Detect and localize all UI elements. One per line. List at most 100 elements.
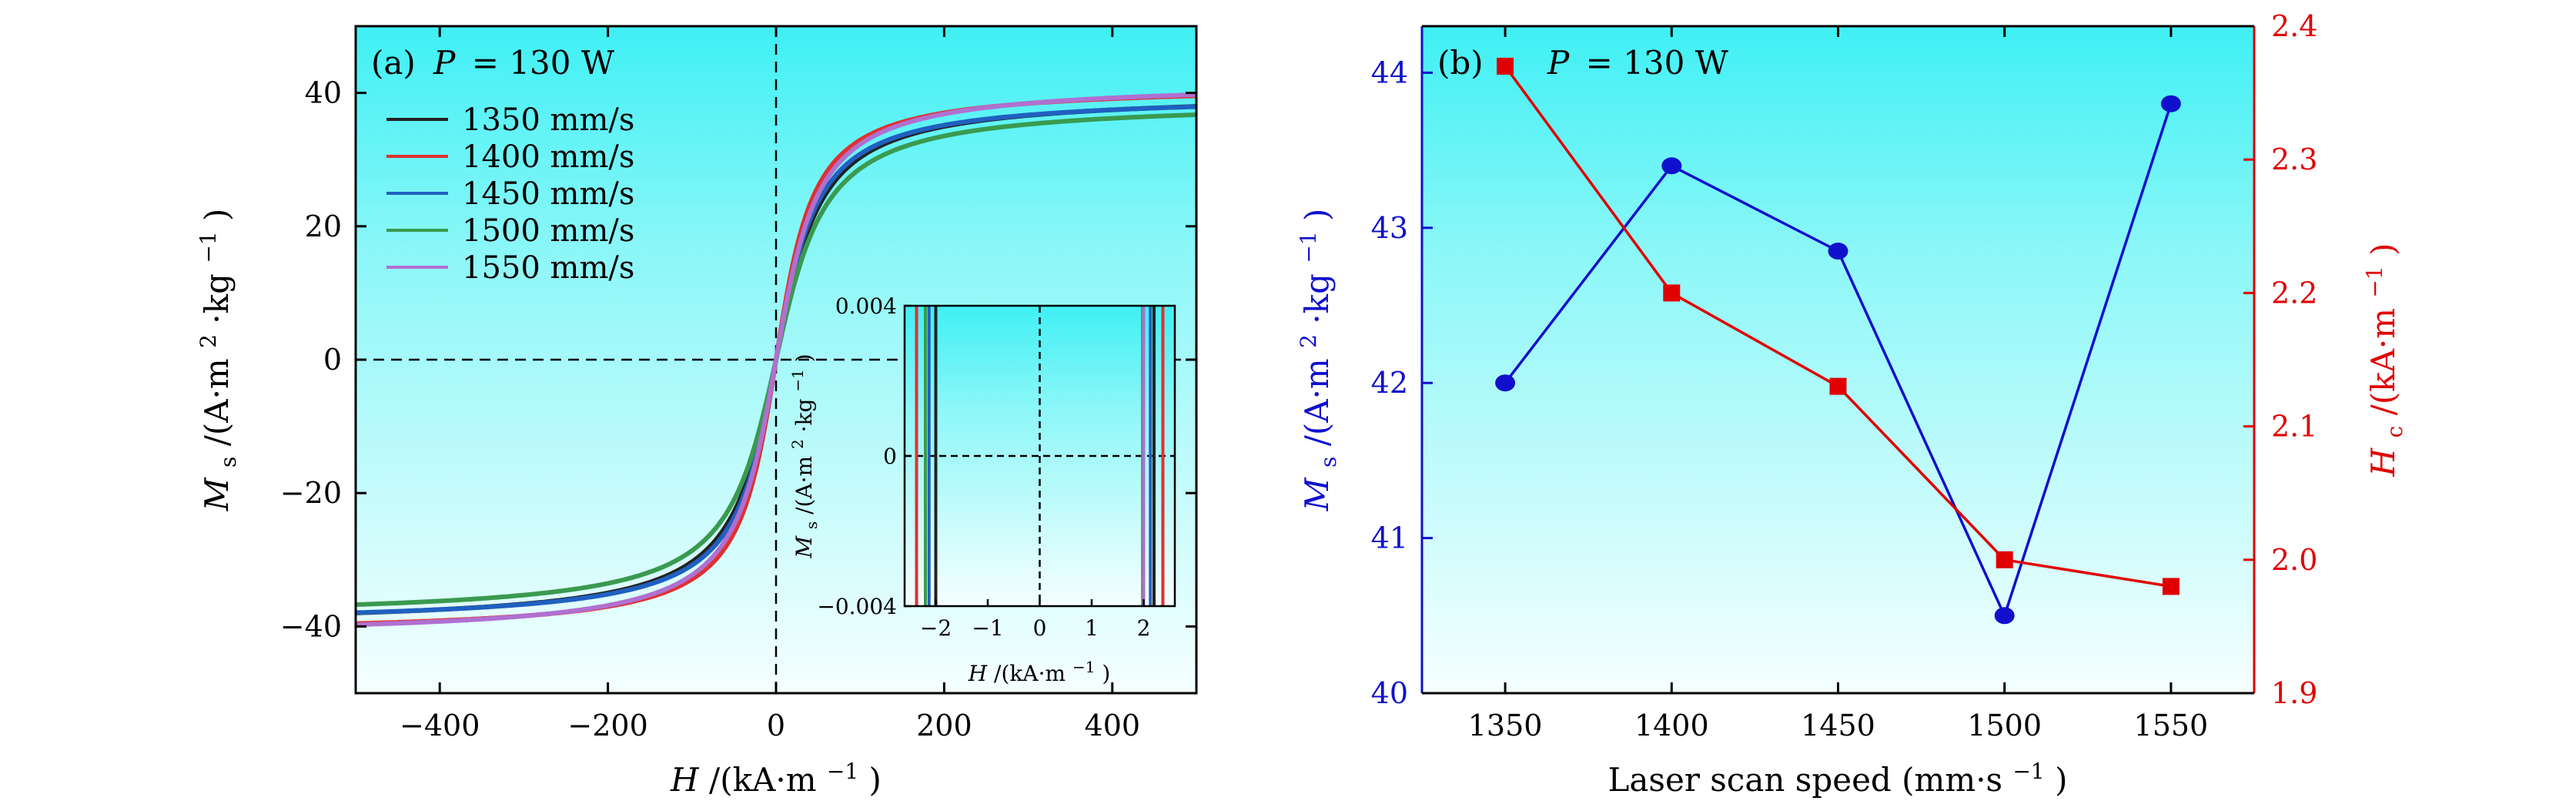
panel-a-power-var: P <box>433 44 456 82</box>
inset-xlabel-var: H <box>968 661 988 686</box>
panel-a-xlabel-close: ) <box>869 761 882 799</box>
panel-b-ylabel-left-unit: /(A·m <box>1298 358 1336 446</box>
panel-a-ylabel-mid: ·kg <box>198 273 236 324</box>
panel-b-point-Hc-2 <box>1829 377 1847 395</box>
panel-b-left-ytick-label-2: 42 <box>1371 366 1408 400</box>
panel-b-xtick-label-2: 1450 <box>1801 709 1875 742</box>
inset-ytick-label-0: −0.004 <box>817 594 897 619</box>
legend-label-4: 1550 mm/s <box>462 250 634 286</box>
panel-a-curves <box>356 92 1196 628</box>
panel-b-xtick-label-4: 1550 <box>2134 709 2209 742</box>
panel-b-left-ytick-label-3: 43 <box>1371 211 1408 245</box>
panel-b-point-Ms-4 <box>2160 95 2181 112</box>
panel-b-point-Hc-1 <box>1663 284 1681 302</box>
panel-a-xlabel-sup: −1 <box>827 759 858 784</box>
inset-y-ticks: −0.004 0 0.004 <box>817 293 912 619</box>
panel-b-ylabel-left-close: ) <box>1298 209 1336 221</box>
panel-b-series <box>1495 57 2181 625</box>
panel-b-xlabel-close: ) <box>2055 761 2067 799</box>
legend-label-3: 1500 mm/s <box>462 213 634 249</box>
panel-a-ylabel-var: M <box>198 477 236 511</box>
panel-b-right-ytick-label-1: 2.0 <box>2271 543 2317 577</box>
panel-b-power-var: P <box>1547 44 1570 82</box>
panel-b-ylabel-right-close: ) <box>2364 243 2402 256</box>
panel-a-title: (a) P = 130 W <box>371 44 615 82</box>
panel-b-left-ytick-label-4: 44 <box>1371 55 1408 89</box>
inset-xtick-label-2: 0 <box>1033 615 1047 641</box>
panel-b-ylabel-right-var: H <box>2364 447 2402 477</box>
inset-ylabel-var: M <box>791 535 817 559</box>
panel-b-left-y-axis-label: M s /(A·m 2 ·kg −1 ) <box>1286 209 1343 512</box>
panel-b-ylabel-left-var: M <box>1298 477 1336 511</box>
panel-a-power-value: = 130 W <box>472 44 615 82</box>
panel-a-ytick-label-1: −20 <box>280 476 342 510</box>
inset-x-ticks: −2 −1 0 1 2 <box>920 599 1151 641</box>
inset-ylabel-unit: /(A·m <box>791 456 817 514</box>
legend-label-1: 1400 mm/s <box>462 139 634 175</box>
panel-a-ytick-label-4: 40 <box>305 76 342 110</box>
inset-frame <box>903 304 1176 608</box>
panel-b-ylabel-right-sup: −1 <box>2362 266 2387 297</box>
inset-xtick-label-1: −1 <box>972 615 1003 641</box>
panel-b-right-y-axis-label: H c /(kA·m −1 ) <box>2352 243 2410 478</box>
panel-b-x-ticks: 1350 1400 1450 1500 1550 <box>1468 26 2209 742</box>
panel-a-frame <box>354 25 1198 695</box>
panel-b-left-y-ticks: 40 41 42 43 44 <box>1371 55 1433 710</box>
panel-a-ylabel-unit: /(A·m <box>198 358 236 446</box>
panel-b-xtick-label-1: 1400 <box>1634 709 1709 742</box>
panel-b-label: (b) <box>1437 44 1484 82</box>
panel-a-ytick-label-0: −40 <box>280 609 342 643</box>
inset-ylabel-sup2: 2 <box>788 439 807 449</box>
inset-ylabel-sup1: −1 <box>788 369 807 391</box>
panel-b-xlabel-sup: −1 <box>2012 759 2044 784</box>
panel-b-right-ytick-label-3: 2.2 <box>2271 276 2317 310</box>
inset-y-axis-label: M s /(A·m 2 ·kg −1 ) <box>783 354 822 558</box>
panel-a-xtick-label-3: 200 <box>916 709 972 742</box>
inset-xlabel-sup: −1 <box>1072 658 1095 676</box>
panel-a-label: (a) <box>371 44 416 82</box>
panel-b-point-Hc-4 <box>2162 578 2180 595</box>
panel-b-xlabel-text: Laser scan speed (mm·s <box>1607 761 2002 799</box>
panel-a-ylabel-sup2: 2 <box>196 334 221 348</box>
panel-b-ylabel-left-mid: ·kg <box>1298 273 1336 324</box>
inset-coercive-lines <box>915 306 1165 606</box>
panel-a-ylabel-close: ) <box>198 209 236 221</box>
panel-b-right-ytick-label-4: 2.3 <box>2271 142 2317 176</box>
inset-ytick-label-2: 0.004 <box>835 293 897 319</box>
panel-b-point-Ms-0 <box>1495 374 1516 392</box>
panel-b-point-Hc-3 <box>1996 551 2013 568</box>
panel-a-xtick-label-2: 0 <box>767 709 785 742</box>
panel-a-ytick-label-3: 20 <box>305 209 342 243</box>
panel-b-left-ytick-label-0: 40 <box>1371 676 1408 710</box>
panel-a-y-axis-label: M s /(A·m 2 ·kg −1 ) <box>186 209 243 512</box>
panel-a-xtick-label-0: −400 <box>400 709 480 742</box>
panel-b-xtick-label-3: 1500 <box>1967 709 2042 742</box>
panel-b-ylabel-left-sup2: 2 <box>1296 334 1321 348</box>
inset-xtick-label-0: −2 <box>920 615 952 641</box>
legend-label-2: 1450 mm/s <box>462 176 634 212</box>
inset-xtick-label-4: 2 <box>1137 615 1151 641</box>
panel-a-ylabel-sup1: −1 <box>196 231 221 263</box>
panel-b-right-y-ticks: 1.9 2.0 2.1 2.2 2.3 2.4 <box>2243 9 2317 710</box>
panel-b-ylabel-right-sub: c <box>2382 426 2407 438</box>
inset-ylabel-sub: s <box>802 521 821 529</box>
panel-a-x-ticks: −400 −200 0 200 400 <box>400 26 1140 742</box>
panel-b: 1350 1400 1450 1500 1550 40 41 42 43 44 1.9 2.0 2.… <box>1286 9 2410 799</box>
panel-b-title: (b) P = 130 W <box>1437 44 1729 82</box>
panel-a-ylabel-sub: s <box>216 457 241 467</box>
panel-b-ylabel-left-sup1: −1 <box>1296 231 1321 263</box>
panel-b-right-ytick-label-5: 2.4 <box>2271 9 2317 43</box>
inset-xlabel-unit: /(kA·m <box>994 661 1066 686</box>
panel-b-ylabel-left-sub: s <box>1316 457 1341 467</box>
panel-b-right-ytick-label-2: 2.1 <box>2271 410 2317 444</box>
panel-a-xtick-label-1: −200 <box>567 709 647 742</box>
panel-a-xlabel-var: H <box>670 761 700 799</box>
panel-a-xlabel-unit: /(kA·m <box>709 761 817 799</box>
panel-b-xtick-label-0: 1350 <box>1468 709 1543 742</box>
panel-a-x-axis-label: H /(kA·m −1 ) <box>670 749 882 799</box>
inset-ytick-label-1: 0 <box>883 444 897 469</box>
